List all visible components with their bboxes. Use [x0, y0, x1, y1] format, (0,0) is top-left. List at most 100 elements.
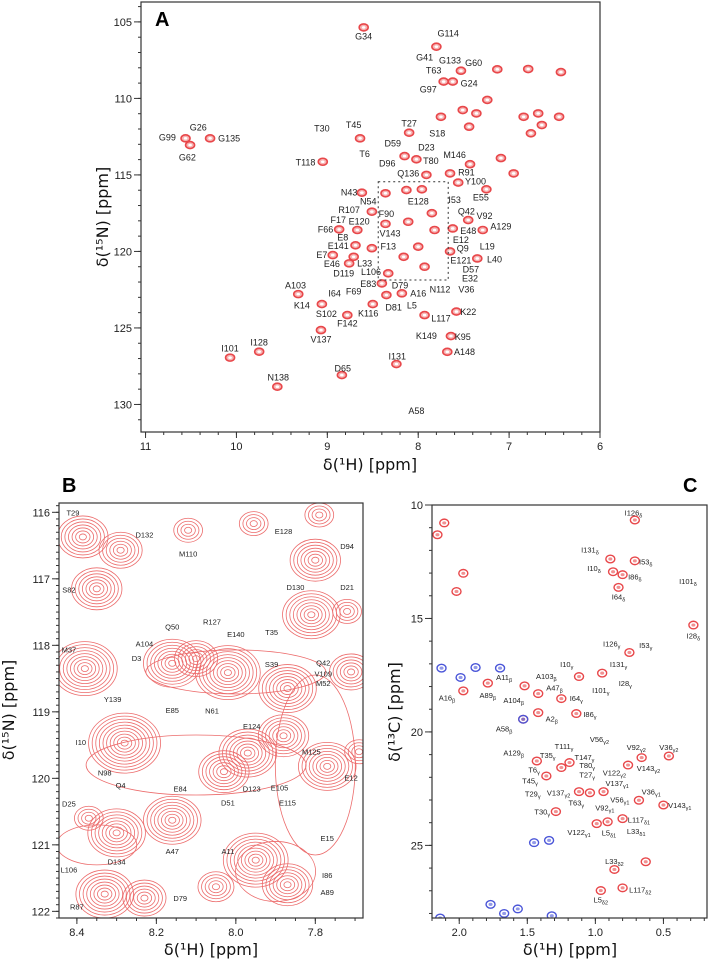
peak-core-positive [632, 559, 637, 563]
peak-center [188, 143, 192, 147]
peak-contour-positive [596, 668, 608, 678]
peak-contour [304, 550, 327, 570]
peak-label-atom: β [493, 696, 496, 702]
peak-contour-positive [607, 567, 619, 577]
peak-contour [87, 808, 146, 858]
peak-label: D96 [379, 158, 396, 168]
peak-label: A103β [536, 672, 557, 683]
peak-center [384, 293, 389, 297]
peak-contour [355, 748, 363, 756]
peak-core-positive [587, 791, 592, 795]
peak-label-residue: V143 [637, 764, 655, 773]
peak-contour [279, 878, 296, 892]
peak-label-atom: β [509, 729, 512, 735]
peak-center [529, 131, 533, 135]
peak-label: I10δ [587, 564, 601, 575]
peak-label-atom: β [555, 719, 558, 725]
peak-contour [105, 823, 128, 843]
peak-label: T63 [426, 66, 442, 76]
peak-label: F69 [346, 287, 362, 297]
peak-label: L117 [431, 313, 450, 323]
peak-contour-positive [458, 568, 469, 578]
peak-label: A104 [136, 639, 154, 648]
peak-contour [195, 645, 261, 700]
peak-label: R107 [338, 205, 360, 215]
y-tick-label: 15 [411, 613, 423, 625]
peak-contour [180, 523, 196, 537]
peak-label: A11 [221, 847, 234, 856]
peak-contour-positive [564, 758, 575, 768]
peak-label: G114 [438, 28, 459, 38]
peak-label: A129 [490, 222, 511, 232]
y-tick-label: 125 [114, 323, 132, 335]
peak-label-residue: V56 [590, 735, 603, 744]
peak-core-positive [567, 760, 572, 765]
peak-label: V56γ2 [590, 735, 609, 746]
peak-label: Q136 [397, 168, 419, 178]
peak-contour [311, 556, 320, 564]
peak-label: T80γ [579, 761, 595, 772]
peak-label: S102 [316, 309, 337, 319]
peak-contour [68, 524, 98, 550]
peak-label-atom: γ2 [620, 774, 626, 780]
peak-contour [120, 739, 129, 747]
peak-contour [109, 826, 125, 840]
y-tick-label: 120 [114, 246, 132, 258]
peak-contour [289, 596, 334, 634]
peak-label-atom: γ [594, 715, 597, 721]
peak-contour [212, 762, 236, 782]
peak-label-residue: I10 [587, 564, 597, 573]
peak-core-positive [574, 711, 579, 716]
peak-label-atom: δ [697, 636, 700, 642]
peak-center [361, 26, 366, 29]
peak-center [424, 173, 429, 177]
peak-label: A47 [166, 847, 179, 856]
peak-label: A89β [480, 691, 497, 702]
peak-contour [143, 795, 202, 845]
peak-label: N54 [360, 197, 377, 207]
peak-center [383, 222, 388, 226]
peak-label-atom: β [509, 678, 512, 684]
peak-contour [198, 750, 250, 794]
peak-contour [332, 656, 363, 688]
peak-core-positive [627, 650, 632, 655]
peak-label-residue: T30 [534, 808, 547, 817]
peak-contour [272, 726, 295, 746]
peak-label: I86γ [583, 710, 596, 721]
peak-core-positive [544, 774, 549, 778]
peak-contour [279, 682, 296, 695]
peak-contour [298, 741, 357, 791]
peak-label: I10 [76, 738, 86, 747]
y-tick-label: 121 [32, 840, 50, 852]
peak-label-atom: δ [598, 569, 601, 575]
peak-contour [339, 662, 363, 682]
x-tick-label: 1.0 [588, 927, 603, 939]
peak-contour [269, 673, 306, 704]
peak-label: V36γ2 [659, 743, 678, 754]
peak-contour-positive [482, 678, 494, 688]
peak-core-positive [612, 867, 617, 872]
peak-center [521, 115, 526, 119]
x-tick-label: 8.0 [228, 927, 243, 939]
peak-contour [201, 874, 231, 900]
peak-contour [209, 657, 247, 688]
peak-core-negative [515, 907, 520, 911]
peak-label: T27 [401, 118, 417, 128]
peak-label: G133 [439, 56, 461, 66]
peak-label: E55 [473, 192, 489, 202]
peak-label-residue: T63 [568, 799, 581, 808]
peak-contour [94, 814, 139, 852]
peak-core-negative [488, 902, 493, 906]
peak-center [511, 172, 516, 175]
peak-label: G99 [159, 132, 176, 142]
peak-contour [300, 605, 323, 625]
peak-contour [150, 801, 195, 839]
peak-label: E15 [321, 834, 334, 843]
peak-center [484, 188, 489, 191]
peak-contour [236, 743, 259, 763]
peak-label: D65 [335, 363, 352, 373]
peak-contour [146, 798, 198, 842]
peak-contour [251, 856, 260, 864]
peak-label-atom: γ [624, 665, 627, 671]
peak-contour-positive [633, 795, 645, 805]
